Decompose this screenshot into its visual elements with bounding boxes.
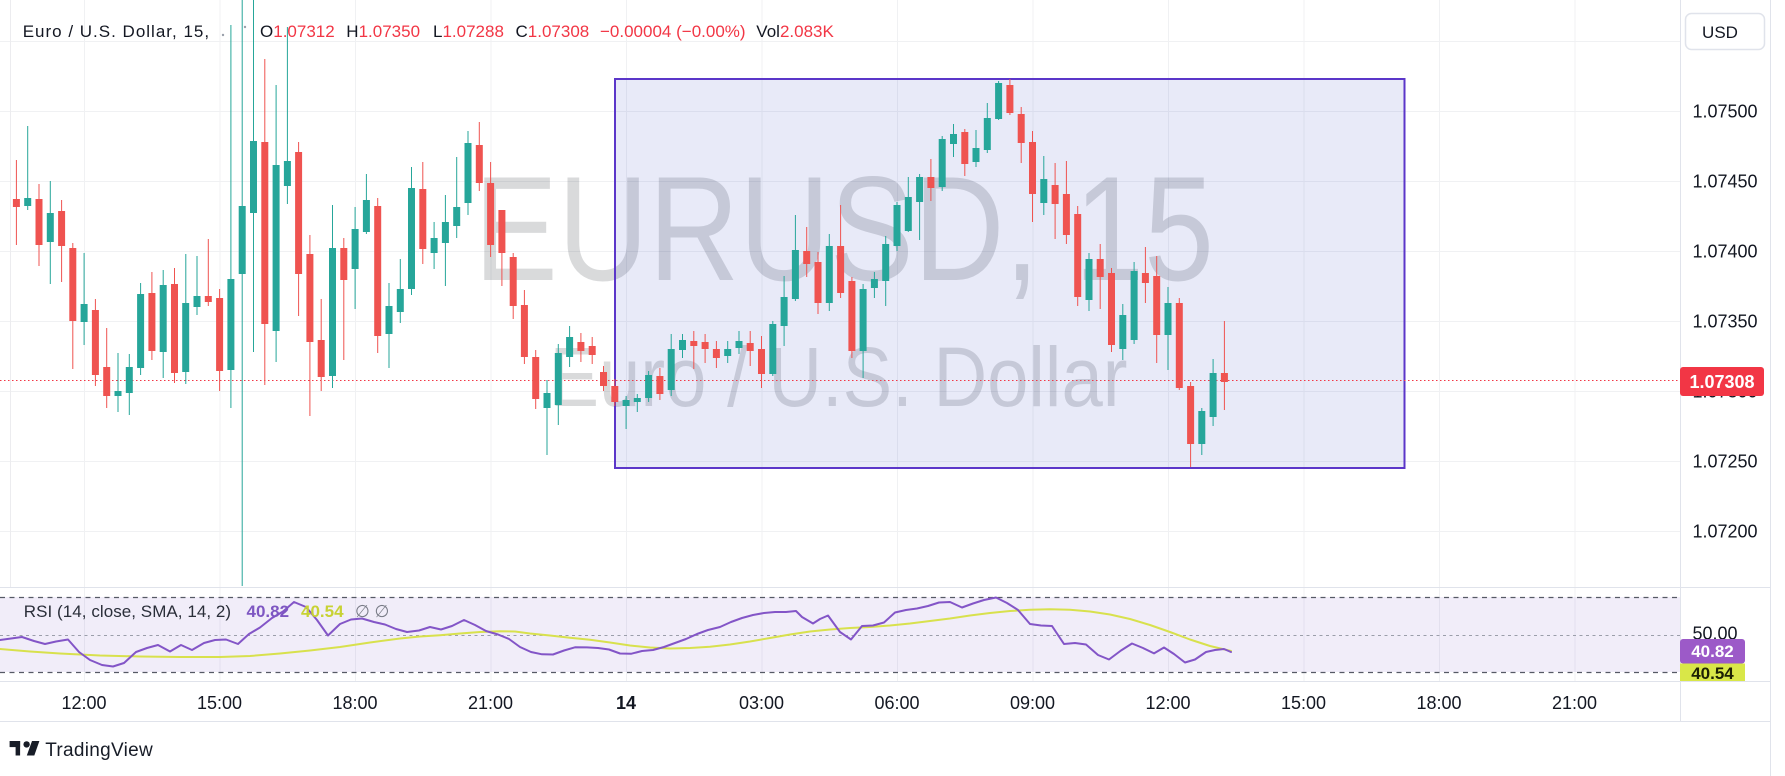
svg-text:1.07350: 1.07350 bbox=[1693, 312, 1758, 332]
svg-text:USD: USD bbox=[1702, 23, 1738, 42]
svg-text:18:00: 18:00 bbox=[332, 693, 377, 713]
svg-text:21:00: 21:00 bbox=[1552, 693, 1597, 713]
svg-text:12:00: 12:00 bbox=[61, 693, 106, 713]
svg-text:06:00: 06:00 bbox=[874, 693, 919, 713]
svg-text:21:00: 21:00 bbox=[468, 693, 513, 713]
svg-text:1.07450: 1.07450 bbox=[1693, 172, 1758, 192]
svg-text:1.07400: 1.07400 bbox=[1693, 242, 1758, 262]
svg-text:03:00: 03:00 bbox=[739, 693, 784, 713]
svg-text:1.07500: 1.07500 bbox=[1693, 102, 1758, 122]
svg-text:40.54: 40.54 bbox=[1691, 664, 1734, 683]
svg-text:1.07200: 1.07200 bbox=[1693, 522, 1758, 542]
svg-text:TradingView: TradingView bbox=[45, 740, 153, 761]
svg-text:∅ ∅: ∅ ∅ bbox=[355, 602, 389, 621]
svg-text:1.07308: 1.07308 bbox=[1689, 372, 1754, 392]
svg-text:14: 14 bbox=[616, 693, 636, 713]
svg-text:15:00: 15:00 bbox=[197, 693, 242, 713]
svg-text:RSI (14, close, SMA, 14, 2): RSI (14, close, SMA, 14, 2) bbox=[24, 602, 231, 621]
svg-text:1.07250: 1.07250 bbox=[1693, 452, 1758, 472]
svg-text:Euro / U.S. Dollar, 15,: Euro / U.S. Dollar, 15, bbox=[23, 22, 210, 41]
svg-text:18:00: 18:00 bbox=[1416, 693, 1461, 713]
svg-text:40.82: 40.82 bbox=[247, 602, 290, 621]
svg-text:09:00: 09:00 bbox=[1010, 693, 1055, 713]
svg-text:40.54: 40.54 bbox=[301, 602, 344, 621]
svg-text:40.82: 40.82 bbox=[1691, 642, 1734, 661]
svg-text:12:00: 12:00 bbox=[1145, 693, 1190, 713]
svg-text:50.00: 50.00 bbox=[1693, 624, 1738, 644]
svg-text:15:00: 15:00 bbox=[1281, 693, 1326, 713]
